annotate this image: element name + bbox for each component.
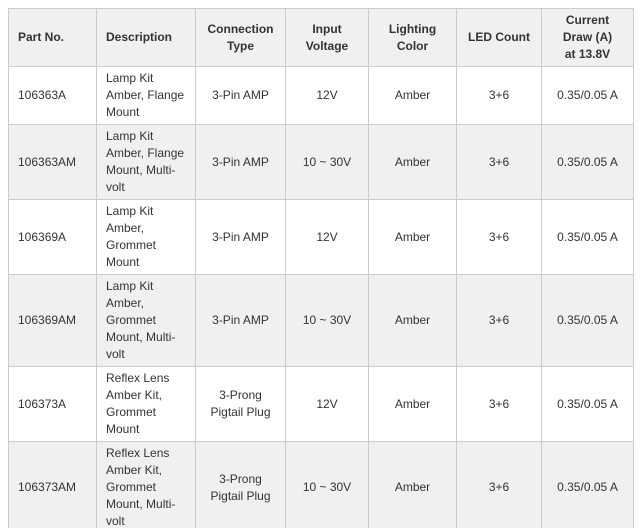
cell-lighting-color: Amber (368, 124, 457, 200)
cell-lighting-color: Amber (368, 66, 457, 125)
cell-input-voltage: 12V (285, 66, 369, 125)
cell-led-count: 3+6 (456, 441, 542, 528)
cell-description: Reflex Lens Amber Kit, Grommet Mount (96, 366, 196, 442)
cell-connection-type: 3-Pin AMP (195, 199, 286, 275)
table-row: 106369A Lamp Kit Amber, Grommet Mount 3-Pi… (8, 199, 634, 275)
table-row: 106363A Lamp Kit Amber, Flange Mount 3-Pin… (8, 66, 634, 125)
cell-lighting-color: Amber (368, 366, 457, 442)
col-header-part-no: Part No. (8, 8, 97, 67)
table-body: 106363A Lamp Kit Amber, Flange Mount 3-Pin… (8, 66, 634, 528)
cell-part-no: 106369A (8, 199, 97, 275)
cell-input-voltage: 12V (285, 199, 369, 275)
cell-input-voltage: 10 ~ 30V (285, 124, 369, 200)
cell-lighting-color: Amber (368, 441, 457, 528)
col-header-input-voltage: Input Voltage (285, 8, 369, 67)
cell-part-no: 106369AM (8, 274, 97, 367)
cell-current-draw: 0.35/0.05 A (541, 441, 634, 528)
table-row: 106369AM Lamp Kit Amber, Grommet Mount, M… (8, 274, 634, 367)
table-row: 106363AM Lamp Kit Amber, Flange Mount, Mu… (8, 124, 634, 200)
cell-description: Lamp Kit Amber, Flange Mount (96, 66, 196, 125)
cell-led-count: 3+6 (456, 124, 542, 200)
cell-input-voltage: 12V (285, 366, 369, 442)
table-row: 106373AM Reflex Lens Amber Kit, Grommet M… (8, 441, 634, 528)
cell-description: Lamp Kit Amber, Grommet Mount (96, 199, 196, 275)
col-header-lighting-color: Lighting Color (368, 8, 457, 67)
cell-current-draw: 0.35/0.05 A (541, 366, 634, 442)
table-row: 106373A Reflex Lens Amber Kit, Grommet Mo… (8, 366, 634, 442)
cell-input-voltage: 10 ~ 30V (285, 441, 369, 528)
cell-connection-type: 3-Pin AMP (195, 66, 286, 125)
header-row: Part No. Description Connection Type Inp… (8, 8, 634, 67)
cell-part-no: 106373AM (8, 441, 97, 528)
cell-current-draw: 0.35/0.05 A (541, 274, 634, 367)
cell-description: Reflex Lens Amber Kit, Grommet Mount, Mu… (96, 441, 196, 528)
cell-current-draw: 0.35/0.05 A (541, 124, 634, 200)
cell-connection-type: 3-Prong Pigtail Plug (195, 441, 286, 528)
cell-connection-type: 3-Pin AMP (195, 124, 286, 200)
cell-part-no: 106363AM (8, 124, 97, 200)
cell-led-count: 3+6 (456, 199, 542, 275)
cell-current-draw: 0.35/0.05 A (541, 199, 634, 275)
cell-lighting-color: Amber (368, 274, 457, 367)
cell-connection-type: 3-Prong Pigtail Plug (195, 366, 286, 442)
col-header-description: Description (96, 8, 196, 67)
parts-table: Part No. Description Connection Type Inp… (8, 8, 634, 528)
cell-input-voltage: 10 ~ 30V (285, 274, 369, 367)
cell-lighting-color: Amber (368, 199, 457, 275)
cell-connection-type: 3-Pin AMP (195, 274, 286, 367)
col-header-led-count: LED Count (456, 8, 542, 67)
cell-current-draw: 0.35/0.05 A (541, 66, 634, 125)
cell-part-no: 106373A (8, 366, 97, 442)
cell-led-count: 3+6 (456, 66, 542, 125)
col-header-connection-type: Connection Type (195, 8, 286, 67)
cell-led-count: 3+6 (456, 366, 542, 442)
cell-description: Lamp Kit Amber, Flange Mount, Multi-volt (96, 124, 196, 200)
cell-description: Lamp Kit Amber, Grommet Mount, Multi-vol… (96, 274, 196, 367)
cell-led-count: 3+6 (456, 274, 542, 367)
cell-part-no: 106363A (8, 66, 97, 125)
col-header-current-draw: Current Draw (A) at 13.8V (541, 8, 634, 67)
